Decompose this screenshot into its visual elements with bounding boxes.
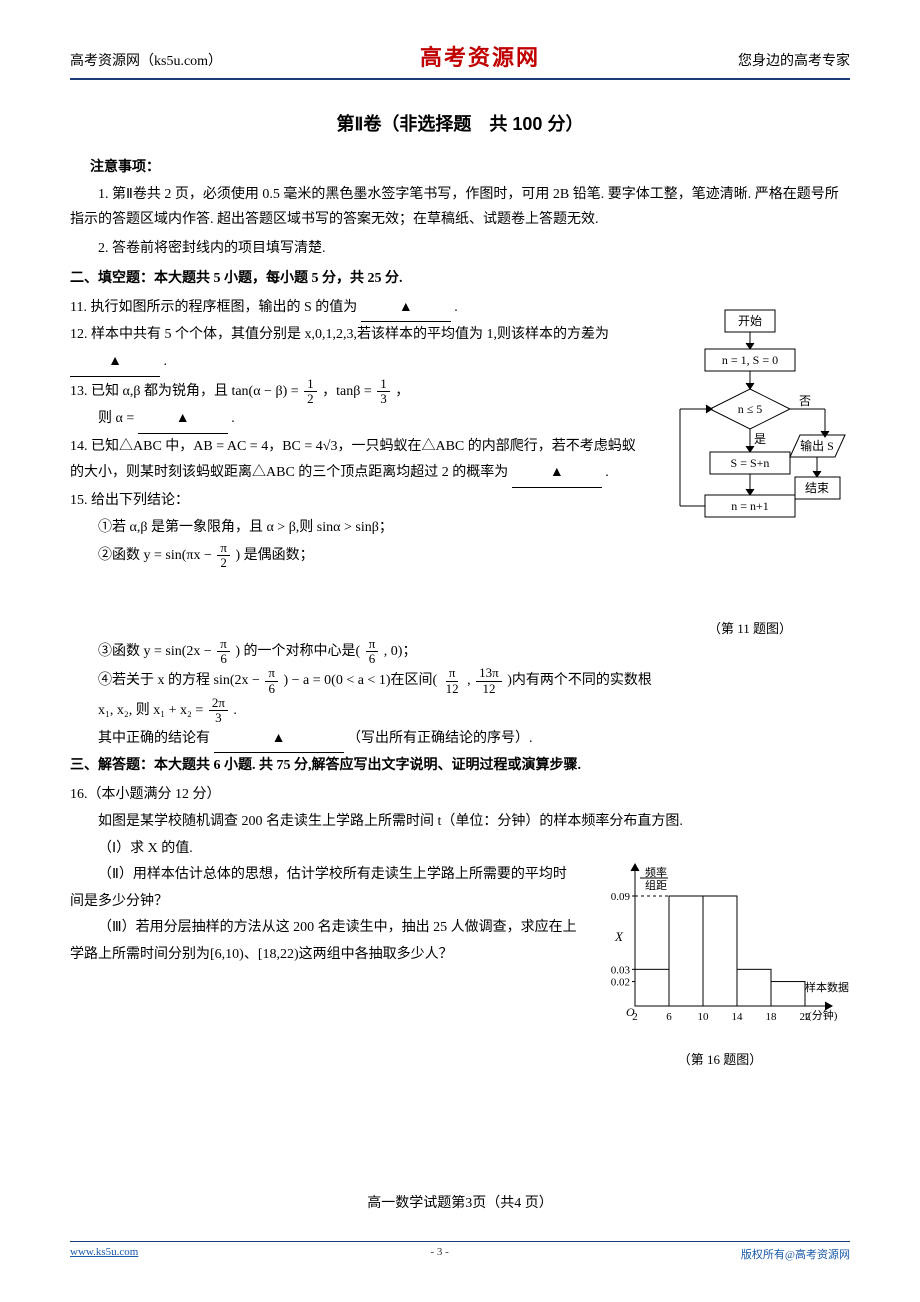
- svg-text:n ≤ 5: n ≤ 5: [738, 402, 763, 416]
- q15-2: ②函数 y = sin(πx − π2 ) 是偶函数；: [70, 541, 640, 571]
- footer-mid: - 3 -: [430, 1246, 448, 1262]
- svg-text:n = 1, S = 0: n = 1, S = 0: [722, 353, 778, 367]
- flowchart-q11: 开始 n = 1, S = 0 n ≤ 5 否 是 S = S+n n = n+…: [650, 295, 850, 637]
- q16-2: （Ⅱ）用样本估计总体的思想，估计学校所有走读生上学路上所需要的平均时间是多少分钟…: [70, 862, 580, 915]
- q15-blank: ▲: [214, 726, 344, 754]
- q12-text: 12. 样本中共有 5 个个体，其值分别是 x,0,1,2,3,若该样本的平均值…: [70, 327, 609, 342]
- questions-with-flowchart: 11. 执行如图所示的程序框图，输出的 S 的值为 ▲ . 12. 样本中共有 …: [70, 295, 850, 637]
- svg-text:0.02: 0.02: [611, 976, 630, 988]
- svg-text:结束: 结束: [805, 481, 829, 495]
- q13-a: 13. 已知 α,β 都为锐角，且 tan(α − β) =: [70, 384, 302, 399]
- part2-title: 二、填空题：本大题共 5 小题，每小题 5 分，共 25 分.: [70, 266, 850, 291]
- frac-pi12: π12: [443, 666, 462, 696]
- histogram-q16: 2610141822 0.020.030.09 O 频率 组距 X 样本数据 t…: [590, 836, 850, 1068]
- svg-text:频率: 频率: [645, 865, 667, 879]
- q15-3: ③函数 y = sin(2x − π6 ) 的一个对称中心是( π6 , 0)；: [70, 637, 850, 667]
- q14-blank: ▲: [512, 460, 602, 488]
- q16-3: （Ⅲ）若用分层抽样的方法从这 200 名走读生中，抽出 25 人做调查，求应在上…: [70, 915, 580, 968]
- frac-third: 13: [377, 377, 390, 407]
- svg-text:S = S+n: S = S+n: [731, 456, 770, 470]
- q13-c: ，: [395, 384, 409, 399]
- q16-intro: 如图是某学校随机调查 200 名走读生上学路上所需时间 t（单位：分钟）的样本频…: [70, 809, 850, 836]
- section-title: 第Ⅱ卷（非选择题 共 100 分）: [70, 110, 850, 136]
- flowchart-caption: （第 11 题图）: [650, 618, 850, 637]
- frac-2pi3: 2π3: [209, 696, 228, 726]
- notice-2: 2. 答卷前将密封线内的项目填写清楚.: [70, 236, 850, 261]
- svg-text:0.09: 0.09: [611, 891, 631, 903]
- svg-text:O: O: [626, 1005, 635, 1019]
- histogram-caption: （第 16 题图）: [590, 1049, 850, 1068]
- svg-text:6: 6: [666, 1011, 672, 1023]
- footer: www.ks5u.com - 3 - 版权所有@高考资源网: [70, 1241, 850, 1262]
- q11: 11. 执行如图所示的程序框图，输出的 S 的值为 ▲ .: [70, 295, 640, 323]
- svg-text:10: 10: [698, 1011, 710, 1023]
- header-center: 高考资源网: [420, 40, 540, 72]
- q16-body: （Ⅰ）求 X 的值. （Ⅱ）用样本估计总体的思想，估计学校所有走读生上学路上所需…: [70, 836, 850, 1068]
- header-left: 高考资源网（ks5u.com）: [70, 50, 222, 70]
- frac-pi2: π2: [217, 541, 230, 571]
- frac-pi6c: π6: [265, 666, 278, 696]
- q11-text: 11. 执行如图所示的程序框图，输出的 S 的值为: [70, 300, 357, 315]
- q13-d: 则 α =: [98, 411, 134, 426]
- q11-blank: ▲: [361, 295, 451, 323]
- svg-text:否: 否: [799, 394, 811, 408]
- frac-13pi12: 13π12: [476, 666, 502, 696]
- notice-label: 注意事项：: [90, 156, 850, 176]
- footer-right: 版权所有@高考资源网: [741, 1246, 850, 1262]
- svg-text:0.03: 0.03: [611, 964, 631, 976]
- q15-4: ④若关于 x 的方程 sin(2x − π6 ) − a = 0(0 < a <…: [70, 666, 850, 696]
- q13-line2: 则 α = ▲ .: [70, 406, 640, 434]
- svg-text:t(分钟): t(分钟): [805, 1008, 838, 1022]
- q14: 14. 已知△ABC 中，AB = AC = 4，BC = 4√3，一只蚂蚁在△…: [70, 434, 640, 488]
- q12-blank: ▲: [70, 349, 160, 377]
- page-footer-text: 高一数学试题第3页（共4 页）: [0, 1192, 920, 1212]
- frac-pi6a: π6: [217, 637, 230, 667]
- q12: 12. 样本中共有 5 个个体，其值分别是 x,0,1,2,3,若该样本的平均值…: [70, 322, 640, 376]
- svg-text:14: 14: [732, 1011, 744, 1023]
- svg-text:n = n+1: n = n+1: [731, 499, 769, 513]
- q16-title: 16.（本小题满分 12 分）: [70, 782, 850, 809]
- footer-left: www.ks5u.com: [70, 1246, 138, 1262]
- q15-1: ①若 α,β 是第一象限角，且 α > β,则 sinα > sinβ；: [70, 515, 640, 542]
- svg-text:组距: 组距: [645, 878, 667, 892]
- svg-text:开始: 开始: [738, 314, 762, 328]
- q15-end: 其中正确的结论有 ▲ （写出所有正确结论的序号）.: [70, 726, 850, 754]
- frac-pi6b: π6: [366, 637, 379, 667]
- page-header: 高考资源网（ks5u.com） 高考资源网 您身边的高考专家: [70, 40, 850, 80]
- svg-text:是: 是: [754, 432, 766, 446]
- svg-text:输出 S: 输出 S: [800, 438, 834, 453]
- svg-text:样本数据: 样本数据: [805, 980, 849, 994]
- svg-text:X: X: [614, 929, 624, 944]
- svg-text:18: 18: [766, 1011, 778, 1023]
- notice-1: 1. 第Ⅱ卷共 2 页，必须使用 0.5 毫米的黑色墨水签字笔书写，作图时，可用…: [70, 182, 850, 232]
- frac-half: 12: [304, 377, 317, 407]
- q15-4-line2: x₁, x₂, 则 x₁ + x₂ = 2π3 .: [70, 696, 850, 726]
- q16-1: （Ⅰ）求 X 的值.: [70, 836, 580, 863]
- q13-b: ，tanβ =: [322, 384, 375, 399]
- header-right: 您身边的高考专家: [738, 50, 850, 70]
- part3-title: 三、解答题：本大题共 6 小题. 共 75 分,解答应写出文字说明、证明过程或演…: [70, 753, 850, 778]
- q13-blank: ▲: [138, 406, 228, 434]
- q13: 13. 已知 α,β 都为锐角，且 tan(α − β) = 12 ，tanβ …: [70, 377, 640, 407]
- q15-title: 15. 给出下列结论：: [70, 488, 640, 515]
